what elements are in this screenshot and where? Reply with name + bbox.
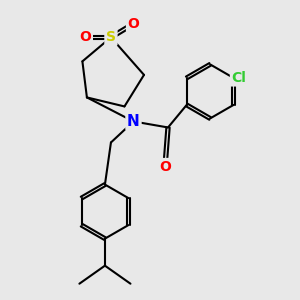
Text: S: S — [106, 30, 116, 44]
Text: Cl: Cl — [232, 71, 246, 85]
Text: O: O — [159, 160, 171, 173]
Text: N: N — [127, 114, 140, 129]
Text: O: O — [128, 17, 140, 31]
Text: O: O — [80, 30, 91, 44]
